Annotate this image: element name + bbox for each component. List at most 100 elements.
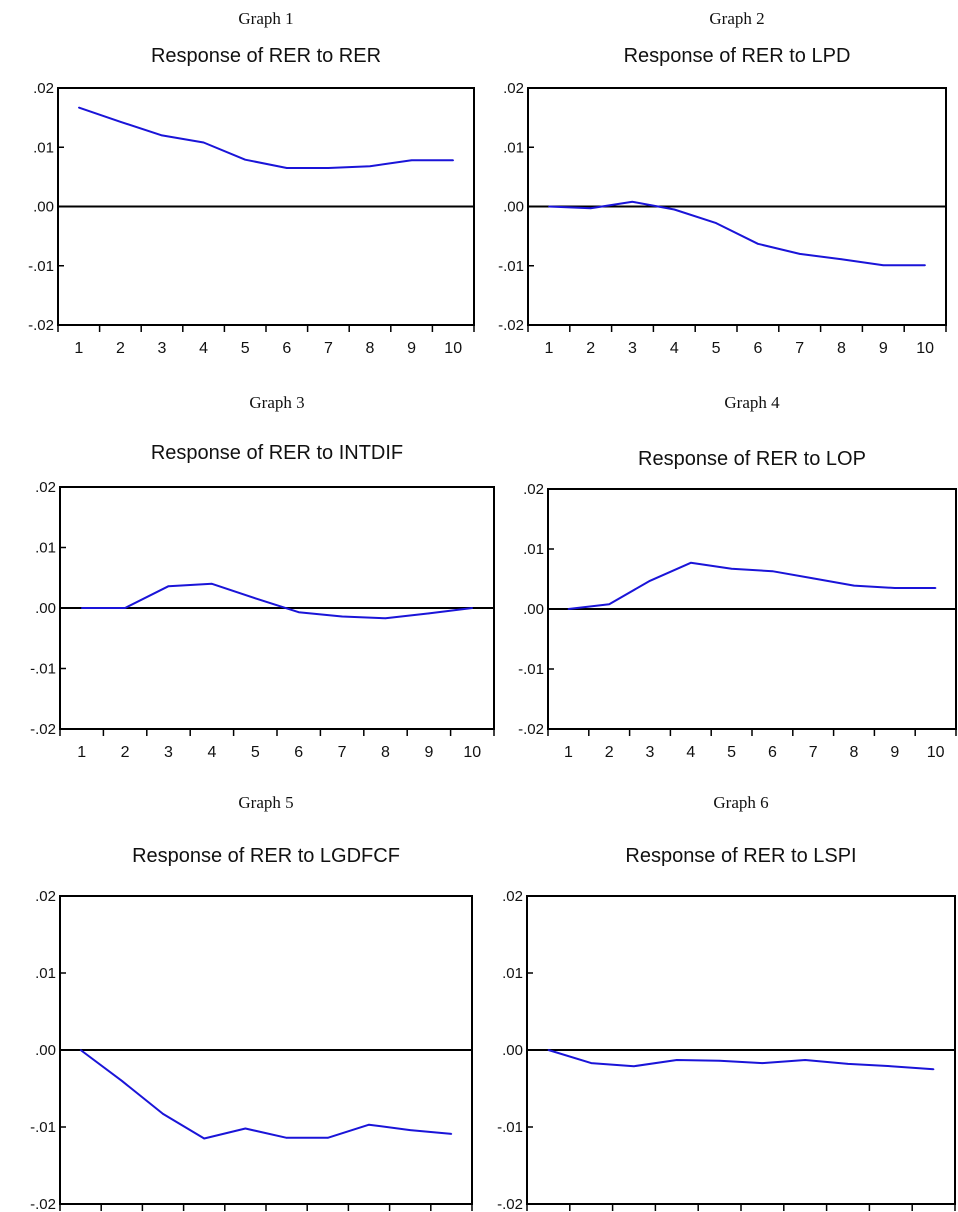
- response-point: [548, 205, 550, 208]
- y-tick-label: -.02: [518, 721, 544, 738]
- response-point: [121, 1080, 123, 1082]
- x-tick-label: 8: [366, 340, 375, 357]
- x-tick-label: 3: [646, 744, 655, 761]
- chart-title: Response of RER to LSPI: [625, 845, 856, 867]
- y-tick-label: -.02: [497, 1196, 523, 1212]
- y-tick-label: .02: [523, 481, 544, 498]
- response-point: [202, 141, 205, 144]
- response-point: [368, 1123, 370, 1126]
- chart-title: Response of RER to INTDIF: [151, 442, 403, 464]
- response-point: [590, 1062, 592, 1064]
- x-tick-label: 8: [837, 340, 846, 357]
- x-tick-label: 9: [890, 744, 899, 761]
- chart-panel-4: Graph 4 Response of RER to LOP .02 .01 .00 -.…: [518, 393, 957, 761]
- response-point: [673, 208, 676, 211]
- y-tick-label: .00: [35, 1042, 56, 1059]
- response-point: [631, 200, 634, 203]
- response-point: [882, 264, 885, 266]
- response-point: [798, 253, 801, 255]
- x-tick-label: 7: [338, 744, 347, 761]
- response-point: [244, 158, 246, 161]
- response-point: [409, 1129, 412, 1131]
- chart-panel-6: Graph 6 Response of RER to LSPI .02 .01 .00 -…: [497, 793, 956, 1212]
- response-point: [812, 577, 814, 580]
- response-point: [715, 222, 717, 224]
- x-tick-label: 4: [670, 340, 679, 357]
- response-point: [79, 1049, 82, 1051]
- y-tick-label: .00: [503, 199, 524, 216]
- response-point: [649, 580, 651, 582]
- response-point: [567, 608, 570, 610]
- graph-caption: Graph 6: [713, 793, 768, 812]
- response-point: [718, 1059, 721, 1062]
- x-tick-label: 6: [768, 744, 777, 761]
- x-tick-label: 9: [407, 340, 416, 357]
- x-tick-label: 1: [564, 744, 573, 761]
- response-line: [568, 561, 936, 610]
- x-tick-label: 4: [207, 744, 216, 761]
- chart-panel-5: Graph 5 Response of RER to LGDFCF .02 .01 .0…: [30, 793, 473, 1212]
- x-tick-label: 10: [927, 744, 945, 761]
- response-line: [78, 106, 454, 169]
- response-point: [771, 570, 774, 572]
- response-point: [924, 264, 926, 266]
- x-tick-label: 4: [686, 744, 695, 761]
- response-point: [547, 1049, 550, 1051]
- response-point: [341, 615, 343, 618]
- response-line: [80, 1049, 452, 1140]
- response-point: [840, 258, 843, 261]
- chart-title: Response of RER to LGDFCF: [132, 845, 400, 867]
- chart-panel-2: Graph 2 Response of RER to LPD .02 .01 .00 -.…: [498, 9, 947, 357]
- response-point: [78, 106, 80, 109]
- chart-title: Response of RER to LPD: [624, 45, 851, 67]
- x-tick-label: 7: [795, 340, 804, 357]
- x-tick-label: 8: [850, 744, 859, 761]
- response-point: [285, 1136, 288, 1139]
- response-point: [690, 562, 692, 564]
- response-point: [450, 1133, 453, 1135]
- x-tick-label: 5: [251, 744, 260, 761]
- y-tick-label: .01: [35, 965, 56, 982]
- response-point: [890, 1065, 892, 1067]
- response-point: [327, 167, 330, 169]
- x-tick-label: 6: [282, 340, 291, 357]
- response-point: [119, 120, 122, 123]
- response-point: [633, 1065, 635, 1067]
- y-tick-label: .01: [523, 541, 544, 558]
- response-point: [676, 1059, 678, 1061]
- response-point: [244, 1127, 247, 1130]
- x-tick-label: 3: [158, 340, 167, 357]
- response-point: [369, 165, 371, 168]
- x-tick-label: 3: [628, 340, 637, 357]
- graph-caption: Graph 5: [238, 793, 293, 812]
- response-point: [80, 607, 83, 609]
- x-tick-label: 7: [324, 340, 333, 357]
- x-tick-label: 6: [753, 340, 762, 357]
- y-tick-label: .00: [502, 1042, 523, 1059]
- response-point: [286, 167, 288, 169]
- y-tick-label: .02: [33, 80, 54, 97]
- x-tick-label: 5: [712, 340, 721, 357]
- x-tick-label: 1: [544, 340, 553, 357]
- y-tick-label: .02: [35, 888, 56, 905]
- x-tick-label: 4: [199, 340, 208, 357]
- response-line: [81, 582, 473, 620]
- y-tick-label: .02: [35, 479, 56, 496]
- graph-caption: Graph 1: [238, 9, 293, 28]
- response-point: [761, 1062, 764, 1064]
- response-point: [410, 159, 413, 162]
- y-tick-label: .01: [503, 139, 524, 156]
- x-tick-label: 2: [605, 744, 614, 761]
- chart-panel-3: Graph 3 Response of RER to INTDIF .02 .01 .0…: [30, 393, 495, 761]
- graph-caption: Graph 4: [724, 393, 780, 412]
- response-point: [934, 587, 937, 589]
- response-point: [452, 159, 455, 162]
- y-tick-label: .00: [33, 199, 54, 216]
- x-tick-label: 2: [116, 340, 125, 357]
- chart-title: Response of RER to LOP: [638, 448, 866, 470]
- graph-caption: Graph 3: [249, 393, 304, 412]
- y-tick-label: -.01: [497, 1119, 523, 1136]
- response-point: [297, 611, 300, 614]
- response-point: [384, 617, 387, 620]
